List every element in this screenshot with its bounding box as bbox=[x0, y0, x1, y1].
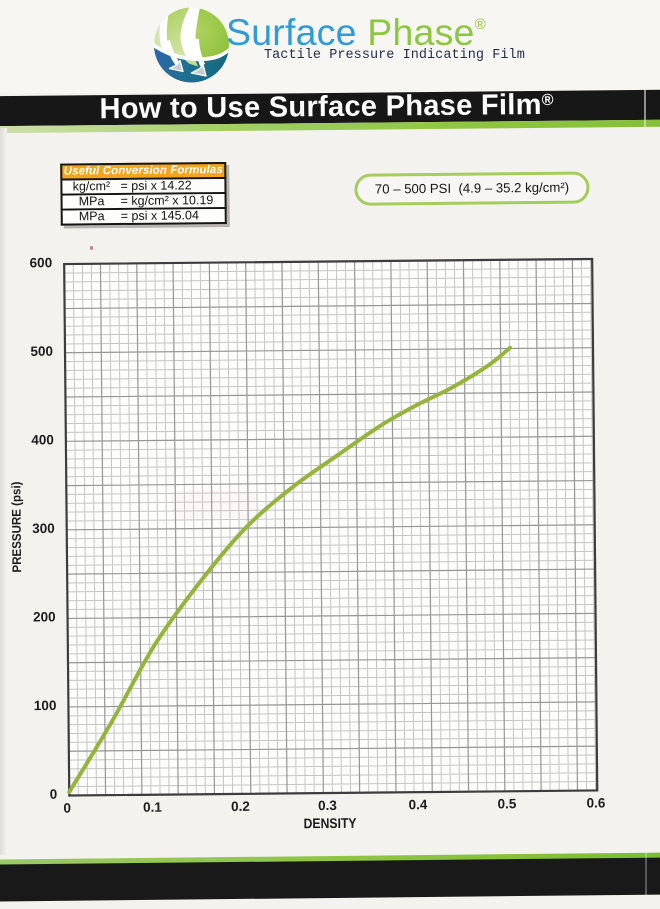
svg-text:0.3: 0.3 bbox=[318, 798, 337, 813]
svg-text:0.2: 0.2 bbox=[231, 799, 250, 814]
svg-text:DENSITY: DENSITY bbox=[303, 815, 357, 832]
svg-text:200: 200 bbox=[33, 609, 56, 624]
svg-text:500: 500 bbox=[30, 344, 53, 359]
svg-text:100: 100 bbox=[34, 698, 57, 713]
svg-text:0.6: 0.6 bbox=[587, 795, 606, 810]
svg-text:0: 0 bbox=[63, 801, 71, 816]
svg-text:0.4: 0.4 bbox=[409, 797, 428, 812]
svg-text:PRESSURE (psi): PRESSURE (psi) bbox=[9, 481, 24, 572]
svg-text:600: 600 bbox=[30, 255, 53, 270]
svg-text:300: 300 bbox=[32, 521, 55, 536]
svg-text:0.1: 0.1 bbox=[143, 800, 162, 815]
svg-text:400: 400 bbox=[31, 432, 54, 447]
svg-text:0: 0 bbox=[50, 787, 58, 802]
svg-text:0.5: 0.5 bbox=[498, 796, 517, 811]
